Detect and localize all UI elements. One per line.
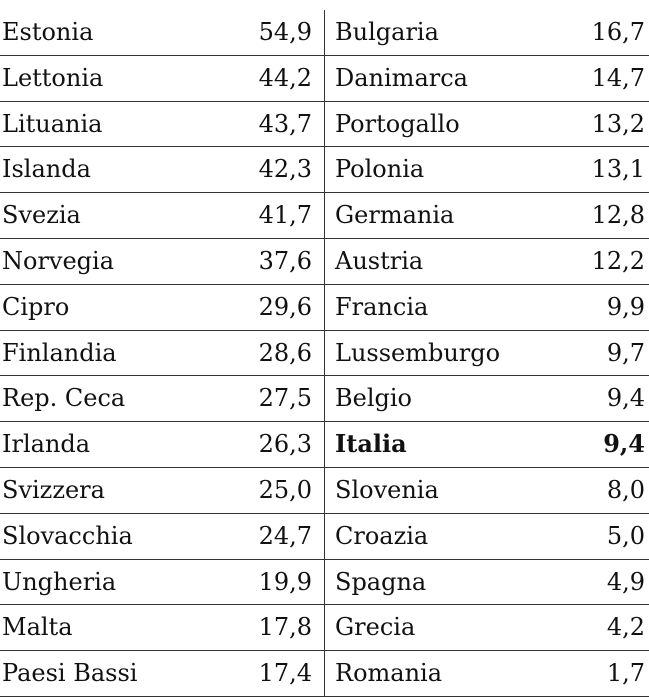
table-row: Ungheria 19,9 Spagna 4,9 — [0, 560, 649, 606]
country-value: 17,8 — [258, 613, 312, 642]
country-value: 9,9 — [606, 292, 645, 321]
country-name: Svizzera — [2, 476, 105, 504]
country-name: Lettonia — [2, 63, 104, 92]
country-value: 5,0 — [606, 521, 645, 550]
country-value: 16,7 — [591, 18, 645, 46]
table-row: Malta 17,8 Grecia 4,2 — [0, 605, 649, 652]
country-value: 37,6 — [258, 247, 312, 275]
table-row: Estonia 54,9 Bulgaria 16,7 — [0, 10, 649, 56]
country-value: 13,1 — [591, 155, 645, 184]
country-name: Bulgaria — [335, 18, 439, 46]
country-value: 9,7 — [606, 338, 645, 367]
country-name: Rep. Ceca — [2, 384, 126, 413]
country-name: Romania — [335, 659, 443, 688]
country-name: Lituania — [2, 109, 103, 138]
country-name: Slovacchia — [2, 521, 133, 550]
country-name: Belgio — [335, 384, 413, 413]
country-value: 12,2 — [591, 247, 645, 275]
country-value: 27,5 — [258, 384, 312, 413]
country-name: Austria — [335, 247, 424, 275]
country-name: Cipro — [2, 292, 70, 321]
country-value: 17,4 — [258, 659, 312, 688]
country-value: 4,2 — [606, 613, 645, 642]
country-value: 8,0 — [606, 476, 645, 504]
country-value: 1,7 — [606, 659, 645, 688]
table-row: Irlanda 26,3 Italia 9,4 — [0, 422, 649, 468]
country-value: 9,4 — [603, 429, 645, 459]
country-value: 14,7 — [591, 63, 645, 92]
country-name: Ungheria — [2, 567, 117, 596]
country-value: 41,7 — [258, 201, 312, 230]
country-value: 19,9 — [258, 567, 312, 596]
country-name: Germania — [335, 201, 455, 230]
country-name: Spagna — [335, 567, 427, 596]
country-name: Portogallo — [335, 109, 460, 138]
table-row: Finlandia 28,6 Lussemburgo 9,7 — [0, 331, 649, 377]
country-value: 12,8 — [591, 201, 645, 230]
country-value: 44,2 — [258, 63, 312, 92]
country-name: Grecia — [335, 613, 416, 642]
country-name: Estonia — [2, 18, 94, 46]
country-name: Paesi Bassi — [2, 659, 138, 688]
country-name: Islanda — [2, 155, 91, 184]
country-value: 29,6 — [258, 292, 312, 321]
country-value: 25,0 — [258, 476, 312, 504]
table-row: Cipro 29,6 Francia 9,9 — [0, 285, 649, 331]
column-divider — [324, 10, 325, 697]
country-value: 13,2 — [591, 109, 645, 138]
country-name: Norvegia — [2, 247, 115, 275]
table-row: Rep. Ceca 27,5 Belgio 9,4 — [0, 376, 649, 423]
country-name: Malta — [2, 613, 73, 642]
country-name: Lussemburgo — [335, 338, 501, 367]
country-name: Polonia — [335, 155, 425, 184]
country-value: 9,4 — [606, 384, 645, 413]
country-name: Slovenia — [335, 476, 439, 504]
country-value: 28,6 — [258, 338, 312, 367]
country-value: 54,9 — [258, 18, 312, 46]
table-row: Slovacchia 24,7 Croazia 5,0 — [0, 514, 649, 560]
country-name: Danimarca — [335, 63, 468, 92]
country-name: Svezia — [2, 201, 81, 230]
country-value: 42,3 — [258, 155, 312, 184]
country-value: 24,7 — [258, 521, 312, 550]
country-name: Francia — [335, 292, 429, 321]
country-name: Finlandia — [2, 338, 117, 367]
country-name: Irlanda — [2, 430, 91, 459]
country-value: 43,7 — [258, 109, 312, 138]
country-name: Italia — [335, 429, 407, 459]
country-name: Croazia — [335, 521, 429, 550]
country-value: 4,9 — [606, 567, 645, 596]
country-value: 26,3 — [258, 430, 312, 459]
